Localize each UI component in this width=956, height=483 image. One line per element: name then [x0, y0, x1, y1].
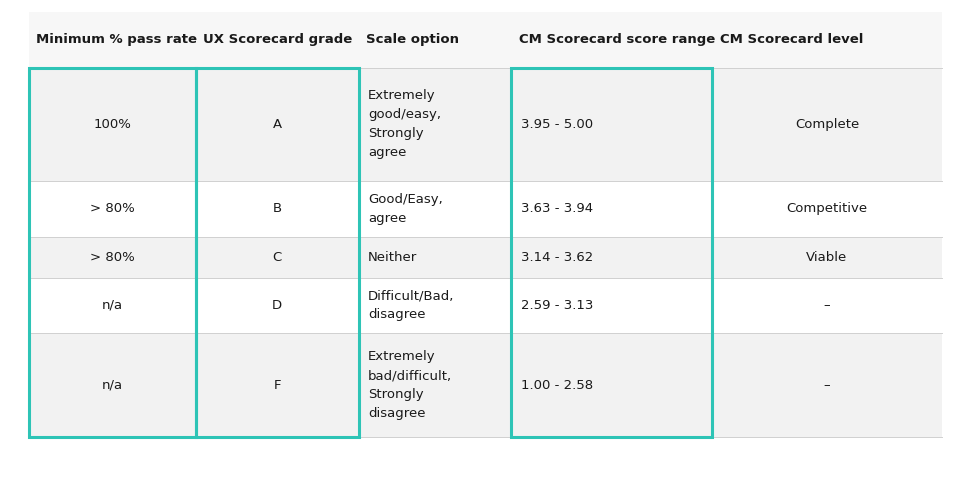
Text: CM Scorecard level: CM Scorecard level: [720, 33, 863, 46]
Text: 1.00 - 2.58: 1.00 - 2.58: [521, 379, 593, 392]
Text: 100%: 100%: [94, 118, 131, 131]
Text: Minimum % pass rate: Minimum % pass rate: [36, 33, 197, 46]
Text: Competitive: Competitive: [787, 202, 867, 215]
Text: 3.95 - 5.00: 3.95 - 5.00: [521, 118, 593, 131]
Bar: [29, 333, 942, 437]
Text: F: F: [273, 379, 281, 392]
Text: B: B: [272, 202, 282, 215]
Bar: [196, 68, 358, 437]
Bar: [29, 68, 196, 437]
Text: A: A: [272, 118, 282, 131]
Bar: [511, 68, 712, 437]
Text: Scale option: Scale option: [366, 33, 459, 46]
Text: 3.14 - 3.62: 3.14 - 3.62: [521, 251, 594, 264]
Text: Extremely
bad/difficult,
Strongly
disagree: Extremely bad/difficult, Strongly disagr…: [368, 350, 452, 420]
Text: > 80%: > 80%: [90, 251, 135, 264]
Text: D: D: [272, 299, 282, 312]
Text: Neither: Neither: [368, 251, 418, 264]
Bar: [29, 237, 942, 278]
Text: CM Scorecard score range: CM Scorecard score range: [519, 33, 715, 46]
Text: –: –: [824, 379, 830, 392]
Text: > 80%: > 80%: [90, 202, 135, 215]
Bar: [29, 278, 942, 333]
Text: C: C: [272, 251, 282, 264]
Bar: [29, 12, 942, 68]
Text: 3.63 - 3.94: 3.63 - 3.94: [521, 202, 593, 215]
Text: –: –: [824, 299, 830, 312]
Text: Good/Easy,
agree: Good/Easy, agree: [368, 193, 443, 225]
Text: 2.59 - 3.13: 2.59 - 3.13: [521, 299, 594, 312]
Text: UX Scorecard grade: UX Scorecard grade: [203, 33, 352, 46]
Text: n/a: n/a: [101, 379, 123, 392]
Text: Complete: Complete: [794, 118, 859, 131]
Text: Viable: Viable: [806, 251, 848, 264]
Bar: [29, 181, 942, 237]
Text: Extremely
good/easy,
Strongly
agree: Extremely good/easy, Strongly agree: [368, 89, 441, 159]
Text: Difficult/Bad,
disagree: Difficult/Bad, disagree: [368, 289, 454, 322]
Text: n/a: n/a: [101, 299, 123, 312]
Bar: [29, 68, 942, 181]
